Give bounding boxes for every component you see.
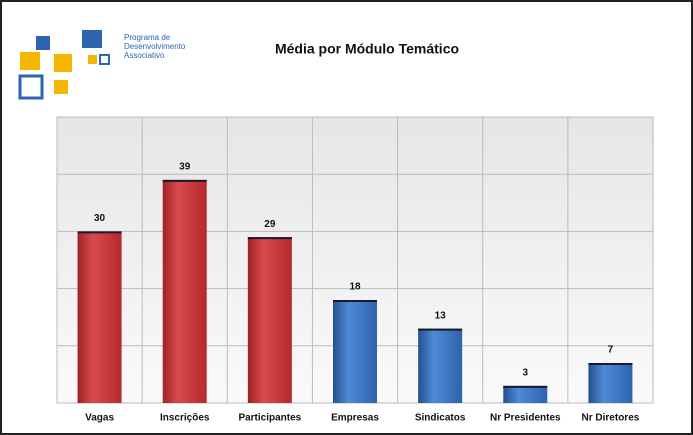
- bar: [333, 300, 377, 403]
- bar: [503, 385, 548, 403]
- bar: [418, 328, 463, 403]
- data-label: 3: [523, 367, 529, 378]
- data-label: 7: [608, 345, 614, 356]
- logo: Programa de Desenvolvimento Associativo: [18, 30, 186, 100]
- logo-text: Programa de: [124, 33, 171, 42]
- data-label: 13: [435, 310, 447, 321]
- bar: [588, 362, 633, 403]
- bar: [162, 179, 207, 403]
- data-label: 18: [349, 282, 361, 293]
- x-tick-label: Vagas: [85, 413, 114, 424]
- data-label: 30: [94, 213, 106, 224]
- x-tick-label: Inscrições: [160, 413, 210, 424]
- data-label: 29: [264, 219, 276, 230]
- bar: [247, 237, 292, 403]
- bar: [77, 231, 122, 403]
- x-tick-label: Sindicatos: [415, 413, 466, 424]
- logo-text: Associativo: [124, 51, 165, 60]
- x-tick-label: Nr Presidentes: [490, 413, 561, 424]
- x-tick-label: Participantes: [238, 413, 301, 424]
- x-tick-label: Empresas: [331, 413, 379, 424]
- chart-title: Média por Módulo Temático: [275, 41, 459, 57]
- x-tick-label: Nr Diretores: [582, 413, 640, 424]
- data-label: 39: [179, 162, 191, 173]
- logo-text: Desenvolvimento: [124, 42, 186, 51]
